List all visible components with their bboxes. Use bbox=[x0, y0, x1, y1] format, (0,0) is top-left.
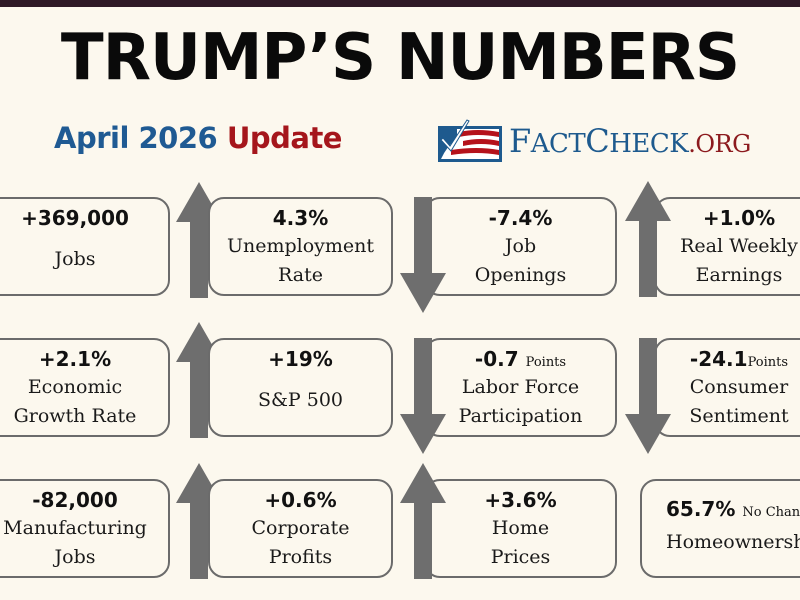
card-homeownership: 65.7% No Change Homeownership bbox=[640, 479, 800, 578]
card-economic-growth-rate: +2.1% Economic Growth Rate bbox=[0, 338, 170, 437]
card-label: Consumer bbox=[689, 376, 789, 398]
arrow-up-icon bbox=[400, 463, 446, 579]
card-label-2: Growth Rate bbox=[13, 405, 137, 427]
card-label: Labor Force bbox=[461, 376, 580, 398]
card-sp-500: +19% S&P 500 bbox=[208, 338, 393, 437]
card-value: +0.6% bbox=[264, 488, 337, 512]
card-value: -0.7 bbox=[474, 347, 519, 371]
card-job-openings: -7.4% Job Openings bbox=[424, 197, 617, 296]
card-value: 65.7% bbox=[666, 497, 736, 521]
card-corporate-profits: +0.6% Corporate Profits bbox=[208, 479, 393, 578]
factcheck-wordmark: FACTCHECK.ORG bbox=[509, 122, 751, 160]
card-value: +1.0% bbox=[702, 206, 776, 230]
card-manufacturing-jobs: -82,000 Manufacturing Jobs bbox=[0, 479, 170, 578]
card-label-2: Rate bbox=[278, 264, 323, 286]
card-real-weekly-earnings: +1.0% Real Weekly Earnings bbox=[654, 197, 800, 296]
card-label: Corporate bbox=[251, 517, 350, 539]
arrow-down-icon bbox=[400, 197, 446, 313]
arrow-down-icon bbox=[400, 338, 446, 454]
card-label: Job bbox=[504, 235, 537, 257]
card-label: Homeownership bbox=[666, 531, 800, 553]
factcheck-flag-check-icon bbox=[438, 119, 502, 162]
card-label: Real Weekly bbox=[680, 235, 798, 257]
card-unit: Points bbox=[747, 355, 789, 370]
card-label-2: Participation bbox=[458, 405, 583, 427]
subtitle: April 2026 Update bbox=[54, 118, 342, 158]
card-label-2: Prices bbox=[490, 546, 551, 568]
card-value: 4.3% bbox=[272, 206, 329, 230]
card-label-2: Earnings bbox=[695, 264, 783, 286]
subtitle-month: April 2026 bbox=[54, 121, 218, 155]
page-title: TRUMP’S NUMBERS bbox=[60, 21, 740, 95]
card-value: +3.6% bbox=[484, 488, 557, 512]
card-label: Unemployment bbox=[226, 235, 375, 257]
card-value: +2.1% bbox=[38, 347, 112, 371]
arrow-up-icon bbox=[625, 181, 671, 297]
card-unit: Points bbox=[525, 355, 567, 370]
card-label: Manufacturing bbox=[3, 517, 147, 539]
card-value: +19% bbox=[268, 347, 333, 371]
card-value: -82,000 bbox=[32, 488, 118, 512]
card-unemployment-rate: 4.3% Unemployment Rate bbox=[208, 197, 393, 296]
card-label: Economic bbox=[27, 376, 123, 398]
card-label: Home bbox=[491, 517, 550, 539]
card-unit: No Change bbox=[742, 505, 800, 520]
card-label-2: Openings bbox=[474, 264, 567, 286]
top-bar bbox=[0, 0, 800, 7]
arrow-down-icon bbox=[625, 338, 671, 454]
subtitle-update: Update bbox=[226, 121, 343, 155]
card-label-2: Sentiment bbox=[689, 405, 789, 427]
card-label: S&P 500 bbox=[257, 389, 344, 411]
card-value: -24.1 bbox=[689, 347, 748, 371]
factcheck-logo: FACTCHECK.ORG bbox=[437, 116, 751, 166]
card-consumer-sentiment: -24.1Points Consumer Sentiment bbox=[654, 338, 800, 437]
card-value: +369,000 bbox=[21, 206, 129, 230]
card-labor-force-participation: -0.7 Points Labor Force Participation bbox=[424, 338, 617, 437]
card-home-prices: +3.6% Home Prices bbox=[424, 479, 617, 578]
card-jobs: +369,000 Jobs bbox=[0, 197, 170, 296]
card-label-2: Jobs bbox=[54, 546, 96, 568]
card-value: -7.4% bbox=[488, 206, 553, 230]
card-label: Jobs bbox=[54, 248, 96, 270]
card-label-2: Profits bbox=[268, 546, 333, 568]
